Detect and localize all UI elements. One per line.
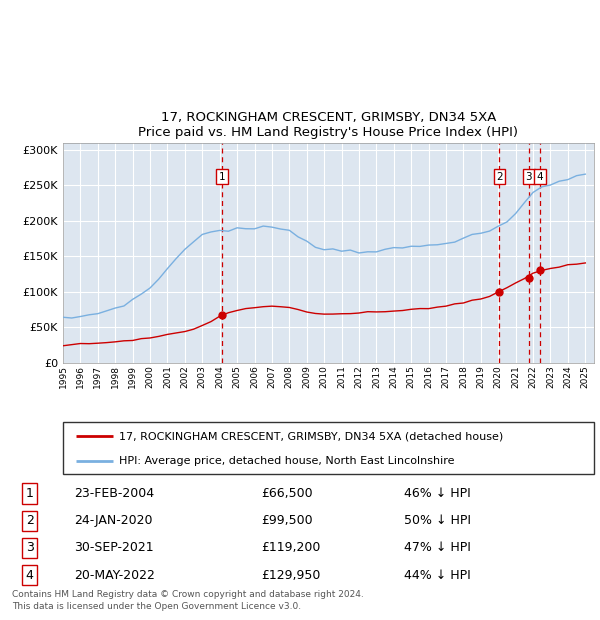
Text: 30-SEP-2021: 30-SEP-2021 [74,541,154,554]
Text: £119,200: £119,200 [262,541,321,554]
Text: 1: 1 [219,172,226,182]
Text: 2: 2 [496,172,503,182]
Text: 3: 3 [526,172,532,182]
Text: 50% ↓ HPI: 50% ↓ HPI [404,515,471,527]
Text: HPI: Average price, detached house, North East Lincolnshire: HPI: Average price, detached house, Nort… [119,456,454,466]
Text: £99,500: £99,500 [262,515,313,527]
Text: £66,500: £66,500 [262,487,313,500]
Text: 17, ROCKINGHAM CRESCENT, GRIMSBY, DN34 5XA (detached house): 17, ROCKINGHAM CRESCENT, GRIMSBY, DN34 5… [119,432,503,441]
Text: 20-MAY-2022: 20-MAY-2022 [74,569,155,582]
Text: 1: 1 [26,487,34,500]
Text: 4: 4 [26,569,34,582]
Text: 23-FEB-2004: 23-FEB-2004 [74,487,154,500]
Text: 4: 4 [536,172,543,182]
Text: 24-JAN-2020: 24-JAN-2020 [74,515,153,527]
Text: 3: 3 [26,541,34,554]
Text: Contains HM Land Registry data © Crown copyright and database right 2024.
This d: Contains HM Land Registry data © Crown c… [12,590,364,611]
Text: 46% ↓ HPI: 46% ↓ HPI [404,487,471,500]
Title: 17, ROCKINGHAM CRESCENT, GRIMSBY, DN34 5XA
Price paid vs. HM Land Registry's Hou: 17, ROCKINGHAM CRESCENT, GRIMSBY, DN34 5… [139,110,518,139]
Text: 44% ↓ HPI: 44% ↓ HPI [404,569,471,582]
Text: £129,950: £129,950 [262,569,321,582]
Text: 2: 2 [26,515,34,527]
Text: 47% ↓ HPI: 47% ↓ HPI [404,541,471,554]
